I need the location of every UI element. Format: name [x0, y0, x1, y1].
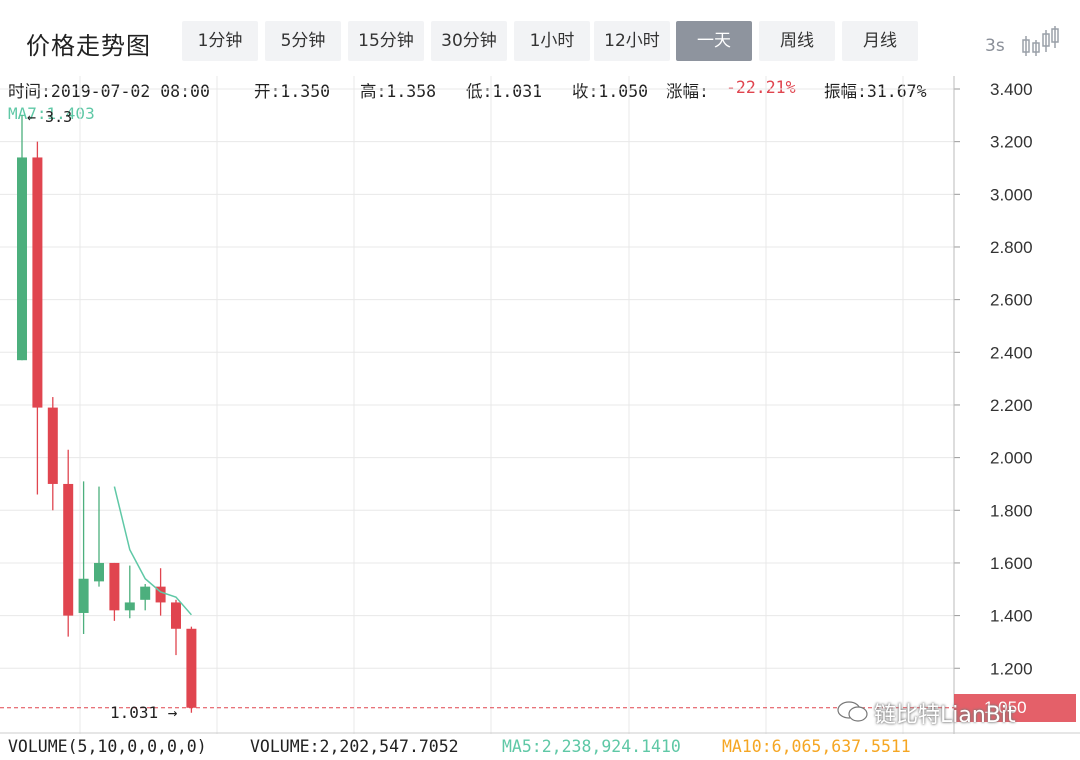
y-tick-label: 2.000	[990, 449, 1033, 468]
info-time: 时间:2019-07-02 08:00	[8, 82, 210, 101]
volume-ma10: MA10:6,065,637.5511	[722, 737, 911, 756]
y-tick-label: 2.800	[990, 238, 1033, 257]
info-change-label: 涨幅:	[666, 82, 709, 101]
candle-body	[124, 602, 135, 611]
y-tick-label: 3.000	[990, 185, 1033, 204]
page-title: 价格走势图	[26, 32, 151, 60]
candle-body	[78, 578, 89, 613]
info-amplitude: 振幅:31.67%	[824, 82, 927, 101]
candle-body	[17, 157, 27, 361]
candle-body	[47, 407, 58, 484]
tab-30min[interactable]: 30分钟	[431, 21, 507, 61]
candle-body	[155, 586, 166, 603]
last-price-tag: 1.050	[954, 694, 1076, 722]
tab-1min[interactable]: 1分钟	[182, 21, 258, 61]
candle-body	[171, 602, 181, 629]
tab-week[interactable]: 周线	[759, 21, 835, 61]
low-marker: 1.031 →	[110, 703, 178, 722]
refresh-interval[interactable]: 3s	[985, 36, 1005, 56]
y-tick-label: 1.800	[990, 501, 1033, 520]
candlestick-icon[interactable]	[1020, 26, 1060, 58]
top-bar: 价格走势图 1分钟 5分钟 15分钟 30分钟 1小时 12小时 一天 周线 月…	[0, 0, 1080, 76]
ma7-line	[113, 486, 192, 616]
candle-body	[63, 483, 74, 616]
wechat-icon	[837, 701, 868, 722]
y-tick-label: 3.400	[990, 80, 1033, 99]
high-marker: ← 3.3	[27, 108, 72, 126]
y-tick-label: 1.400	[990, 607, 1033, 626]
tab-12hour[interactable]: 12小时	[594, 21, 670, 61]
volume-params: VOLUME(5,10,0,0,0,0)	[8, 737, 207, 756]
info-open: 开:1.350	[254, 82, 331, 101]
tab-1hour[interactable]: 1小时	[514, 21, 590, 61]
candle-body	[32, 157, 43, 408]
volume-bar: VOLUME(5,10,0,0,0,0) VOLUME:2,202,547.70…	[0, 735, 1080, 760]
y-tick-label: 1.600	[990, 554, 1033, 573]
volume-ma5: MA5:2,238,924.1410	[502, 737, 681, 756]
tab-15min[interactable]: 15分钟	[348, 21, 424, 61]
candlestick-chart[interactable]: 3.400 3.200 3.000 2.800 2.600 2.400 2.200 2.000…	[0, 76, 1080, 734]
volume-value: VOLUME:2,202,547.7052	[250, 737, 459, 756]
info-low: 低:1.031	[466, 82, 543, 101]
tab-5min[interactable]: 5分钟	[265, 21, 341, 61]
y-tick-label: 2.600	[990, 291, 1033, 310]
candle-body	[140, 586, 151, 600]
y-tick-label: 1.200	[990, 659, 1033, 678]
tab-1day[interactable]: 一天	[676, 21, 752, 61]
candle-body	[186, 628, 197, 708]
info-change-value: -22.21%	[726, 78, 796, 97]
candle-body	[109, 562, 120, 611]
info-high: 高:1.358	[360, 82, 437, 101]
candle-body	[94, 562, 104, 582]
y-tick-label: 2.400	[990, 343, 1033, 362]
ma7-label: MA7:1.403	[8, 104, 95, 123]
y-tick-label: 3.200	[990, 133, 1033, 152]
watermark: 链比特LianBit	[874, 703, 1016, 728]
y-tick-label: 2.200	[990, 396, 1033, 415]
tab-month[interactable]: 月线	[842, 21, 918, 61]
